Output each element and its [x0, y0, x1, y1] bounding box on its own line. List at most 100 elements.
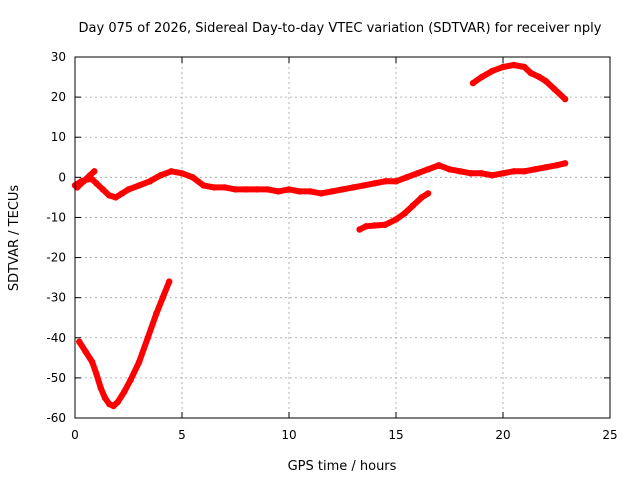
data-point — [510, 61, 517, 69]
data-point — [542, 77, 549, 85]
data-point — [489, 172, 496, 179]
data-point — [99, 186, 107, 193]
data-point — [106, 192, 113, 199]
data-point — [275, 188, 282, 195]
x-tick-label: 25 — [602, 428, 617, 442]
data-point — [296, 188, 303, 195]
data-series — [71, 61, 569, 410]
data-point — [144, 334, 151, 341]
data-point — [551, 85, 558, 93]
data-point — [409, 202, 417, 209]
data-point — [136, 358, 143, 365]
data-point — [467, 170, 475, 177]
data-point — [356, 226, 363, 233]
data-point — [118, 190, 126, 197]
data-point — [121, 388, 128, 396]
data-point — [125, 186, 132, 193]
data-point — [232, 186, 239, 193]
y-tick-label: 10 — [51, 130, 66, 144]
data-point — [382, 178, 389, 185]
data-point — [93, 370, 100, 378]
data-point — [536, 73, 543, 81]
x-axis-label: GPS time / hours — [288, 459, 397, 474]
y-tick-label: -30 — [46, 291, 66, 305]
grid-lines — [75, 57, 610, 418]
y-tick-label: 30 — [51, 50, 66, 64]
data-point — [527, 69, 534, 77]
data-point — [403, 174, 410, 181]
data-point — [221, 184, 228, 191]
series-deep-dip — [76, 278, 173, 409]
data-point — [531, 166, 539, 173]
data-point — [435, 162, 442, 169]
data-point — [114, 398, 122, 406]
data-point — [424, 166, 432, 173]
data-point — [489, 67, 496, 75]
data-point — [360, 182, 368, 189]
y-tick-label: -40 — [46, 331, 66, 345]
data-point — [264, 186, 271, 193]
data-point — [339, 186, 346, 193]
y-tick-label: -20 — [46, 251, 66, 265]
data-point — [157, 172, 164, 179]
data-point — [401, 210, 408, 217]
data-point — [159, 294, 166, 301]
y-tick-label: 20 — [51, 90, 66, 104]
x-tick-label: 10 — [281, 428, 296, 442]
data-point — [97, 384, 104, 392]
data-point — [469, 79, 477, 87]
data-point — [553, 162, 560, 169]
data-point — [362, 223, 370, 230]
data-point — [110, 402, 117, 410]
data-point — [76, 338, 83, 345]
data-point — [542, 164, 549, 171]
data-point — [521, 168, 528, 175]
data-point — [561, 95, 569, 103]
chart-title: Day 075 of 2026, Sidereal Day-to-day VTE… — [79, 21, 602, 36]
axis-ticks: 0 5 10 15 20 25 -60 -50 -40 -30 -20 -10 0 10 20 30 — [46, 50, 617, 442]
data-point — [561, 160, 569, 167]
x-tick-label: 0 — [71, 428, 79, 442]
data-point — [136, 182, 143, 189]
x-tick-label: 20 — [495, 428, 510, 442]
data-point — [93, 180, 100, 187]
data-point — [127, 376, 134, 384]
data-point — [499, 170, 507, 177]
data-point — [166, 278, 173, 285]
data-point — [499, 63, 507, 71]
data-point — [414, 170, 421, 177]
data-point — [285, 186, 293, 193]
data-point — [350, 184, 357, 191]
data-point — [424, 190, 432, 197]
plot-frame — [74, 56, 611, 419]
data-point — [88, 358, 96, 365]
data-point — [392, 178, 400, 185]
data-point — [189, 174, 196, 181]
data-point — [418, 194, 425, 201]
x-tick-label: 5 — [178, 428, 186, 442]
data-point — [178, 170, 186, 177]
data-point — [243, 186, 250, 193]
data-point — [328, 188, 335, 195]
data-point — [307, 188, 314, 195]
data-point — [210, 184, 218, 191]
y-tick-label: -50 — [46, 371, 66, 385]
data-point — [200, 182, 207, 189]
y-tick-label: -60 — [46, 411, 66, 425]
data-point — [168, 168, 175, 175]
data-point — [86, 172, 94, 179]
data-point — [112, 194, 119, 201]
y-tick-label: 0 — [58, 170, 66, 184]
data-point — [317, 190, 325, 197]
data-point — [478, 170, 485, 177]
data-point — [457, 168, 464, 175]
data-point — [371, 180, 378, 187]
data-point — [82, 348, 89, 355]
data-point — [382, 221, 389, 228]
data-point — [91, 168, 98, 175]
series-mid-rise — [356, 190, 432, 233]
x-tick-label: 15 — [388, 428, 403, 442]
data-point — [146, 178, 154, 185]
data-point — [80, 178, 87, 185]
